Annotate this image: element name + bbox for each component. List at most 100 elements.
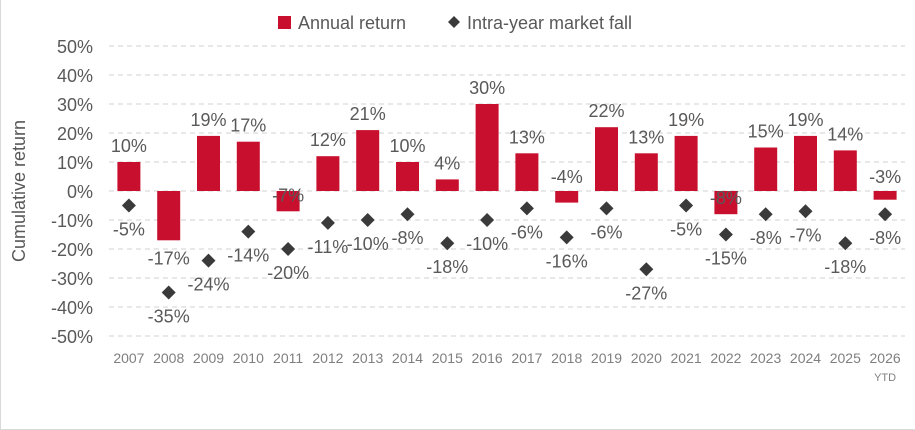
marker-2020 <box>639 262 654 277</box>
legend-label-intra-year-fall: Intra-year market fall <box>467 13 632 33</box>
marker-label-2009: -24% <box>187 275 229 295</box>
bar-label-2007: 10% <box>111 136 147 156</box>
x-tick-label-2018: 2018 <box>551 350 582 366</box>
marker-2025 <box>838 236 853 251</box>
marker-label-2025: -18% <box>824 257 866 277</box>
bar-label-2025: 14% <box>827 124 863 144</box>
bar-2009 <box>197 135 220 191</box>
marker-2014 <box>400 207 415 222</box>
y-tick-label: 50% <box>57 37 93 57</box>
x-tick-label-2024: 2024 <box>790 350 821 366</box>
marker-2024 <box>798 204 813 219</box>
x-tick-label-2021: 2021 <box>671 350 702 366</box>
legend-label-annual-return: Annual return <box>298 13 406 33</box>
x-tick-label-2025: 2025 <box>830 350 861 366</box>
marker-label-2023: -8% <box>750 228 782 248</box>
marker-label-2011: -20% <box>267 263 309 283</box>
marker-label-2022: -15% <box>705 249 747 269</box>
y-axis-ticks: 50% 40% 30% 20% 10% 0% -10% -20% -30% -40% -50% <box>51 37 93 347</box>
x-tick-label-2012: 2012 <box>312 350 343 366</box>
marker-label-2010: -14% <box>227 246 269 266</box>
x-tick-label-2014: 2014 <box>392 350 423 366</box>
bar-label-2026: -3% <box>869 167 901 187</box>
bar-2024 <box>794 135 817 191</box>
bar-2015 <box>435 179 459 191</box>
marker-2019 <box>599 201 614 216</box>
bar-2013 <box>356 130 380 191</box>
marker-2011 <box>281 242 296 256</box>
y-tick-label: -50% <box>51 327 93 347</box>
bar-label-2013: 21% <box>350 104 386 124</box>
x-tick-label-2017: 2017 <box>511 350 542 366</box>
x-axis-ticks: 2007 2008 2009 2010 2011 2012 2013 2014 2015 2016… <box>113 350 901 384</box>
marker-label-2019: -6% <box>590 222 622 242</box>
bar-2023 <box>754 147 778 191</box>
x-tick-label-2022: 2022 <box>710 350 741 366</box>
marker-2017 <box>519 201 534 216</box>
legend-swatch-intra-year-fall <box>448 16 460 28</box>
marker-2009 <box>201 253 216 268</box>
marker-2018 <box>559 230 574 245</box>
bar-label-2020: 13% <box>628 127 664 147</box>
bar-2018 <box>555 191 579 203</box>
bar-2026 <box>873 191 897 200</box>
bar-label-2019: 22% <box>588 101 624 121</box>
marker-2022 <box>718 227 733 242</box>
marker-2026 <box>878 207 893 222</box>
bar-label-2011: -7% <box>272 185 304 205</box>
y-tick-label: -30% <box>51 269 93 289</box>
x-tick-label-2010: 2010 <box>233 350 264 366</box>
bar-2011 <box>276 191 300 212</box>
bar-2012 <box>316 156 340 191</box>
marker-label-2020: -27% <box>625 283 667 303</box>
bar-label-2014: 10% <box>389 136 425 156</box>
marker-label-2024: -7% <box>789 225 821 245</box>
legend: Annual return Intra-year market fall <box>278 13 632 33</box>
marker-series <box>121 198 893 300</box>
bar-2025 <box>833 150 857 191</box>
marker-2015 <box>440 236 455 251</box>
bar-2008 <box>157 191 181 241</box>
bar-2016 <box>475 104 499 191</box>
marker-2021 <box>679 198 694 213</box>
x-tick-label-2019: 2019 <box>591 350 622 366</box>
y-tick-label: 20% <box>57 124 93 144</box>
bar-2022 <box>714 191 738 215</box>
data-labels: 10%-17%19% 17%-7%12%21%10%4%30%13%-4%22%1… <box>111 78 901 327</box>
bar-label-2009: 19% <box>190 110 226 130</box>
bar-2007 <box>117 162 141 191</box>
x-tick-label-2020: 2020 <box>631 350 662 366</box>
marker-label-2012: -11% <box>308 237 349 257</box>
x-tick-label-2008: 2008 <box>153 350 184 366</box>
bar-label-2015: 4% <box>434 153 460 173</box>
bar-label-2016: 30% <box>469 78 505 98</box>
x-tick-label-2011: 2011 <box>273 350 303 366</box>
y-tick-label: 40% <box>57 66 93 86</box>
y-tick-label: -40% <box>51 298 93 318</box>
bar-2019 <box>595 127 618 191</box>
bar-2010 <box>236 141 260 191</box>
marker-label-2013: -10% <box>347 234 389 254</box>
y-axis-title: Cumulative return <box>9 120 29 262</box>
bar-label-2018: -4% <box>551 167 583 187</box>
bar-label-2010: 17% <box>230 116 266 136</box>
bar-label-2024: 19% <box>787 110 823 130</box>
marker-2007 <box>121 198 136 213</box>
marker-label-2026: -8% <box>869 228 901 248</box>
marker-2016 <box>480 213 495 227</box>
marker-2023 <box>758 207 773 222</box>
y-tick-label: 0% <box>67 182 93 202</box>
bar-2017 <box>515 153 539 191</box>
y-tick-label: 10% <box>57 153 93 173</box>
bar-label-2021: 19% <box>668 110 704 130</box>
bar-label-2008: -17% <box>148 248 190 268</box>
bar-2014 <box>396 162 419 191</box>
bar-2021 <box>674 135 698 191</box>
x-tick-label-2016: 2016 <box>472 350 503 366</box>
bar-label-2023: 15% <box>748 122 784 142</box>
bar-series <box>117 104 897 241</box>
marker-2008 <box>161 285 176 300</box>
x-tick-label-2023: 2023 <box>750 350 781 366</box>
